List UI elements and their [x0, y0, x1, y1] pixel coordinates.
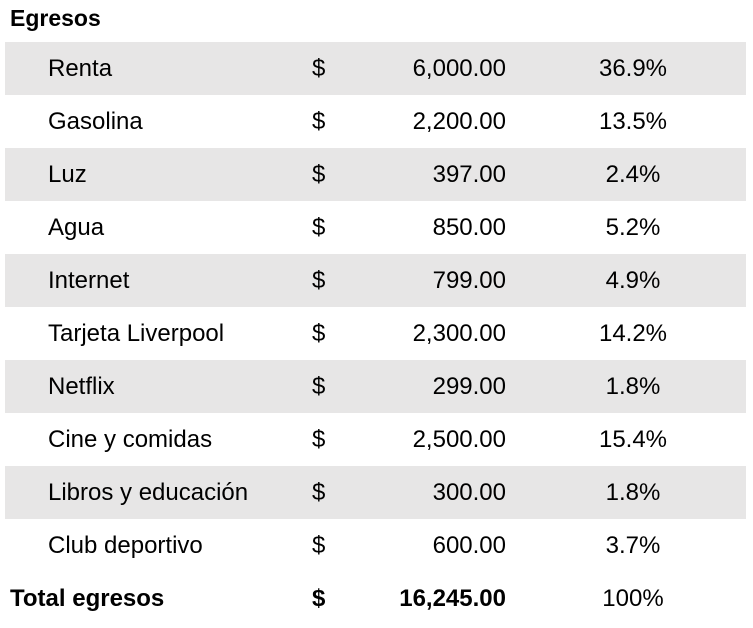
expense-label: Luz: [48, 161, 87, 188]
expense-percent: 4.9%: [605, 267, 661, 294]
total-label: Total egresos: [10, 585, 165, 612]
expense-percent: 15.4%: [598, 426, 668, 453]
expense-amount: 2,300.00: [412, 320, 506, 347]
expense-label: Gasolina: [48, 108, 143, 135]
currency-symbol: $: [312, 532, 326, 559]
expense-amount: 850.00: [432, 214, 506, 241]
expense-label: Club deportivo: [48, 532, 203, 559]
expense-amount: 2,500.00: [412, 426, 506, 453]
expense-percent: 36.9%: [598, 55, 668, 82]
currency-symbol: $: [312, 214, 326, 241]
expense-amount: 6,000.00: [412, 55, 506, 82]
expense-percent: 1.8%: [605, 479, 661, 506]
total-row: Total egresos $ 16,245.00 100%: [5, 572, 746, 625]
expense-label: Netflix: [48, 373, 115, 400]
currency-symbol: $: [312, 373, 326, 400]
expense-label: Cine y comidas: [48, 426, 213, 453]
table-row: Club deportivo $ 600.00 3.7%: [5, 519, 746, 572]
expense-label: Tarjeta Liverpool: [48, 320, 225, 347]
expense-percent: 14.2%: [598, 320, 668, 347]
expense-percent: 5.2%: [605, 214, 661, 241]
currency-symbol: $: [312, 161, 326, 188]
currency-symbol: $: [312, 320, 326, 347]
table-row: Gasolina $ 2,200.00 13.5%: [5, 95, 746, 148]
table-row: Cine y comidas $ 2,500.00 15.4%: [5, 413, 746, 466]
table-row: Internet $ 799.00 4.9%: [5, 254, 746, 307]
expenses-table: Renta $ 6,000.00 36.9% Gasolina $ 2,200.…: [5, 42, 746, 625]
expense-label: Libros y educación: [48, 479, 249, 506]
expense-amount: 799.00: [432, 267, 506, 294]
currency-symbol: $: [312, 55, 326, 82]
currency-symbol: $: [312, 479, 326, 506]
expense-amount: 2,200.00: [412, 108, 506, 135]
section-title: Egresos: [10, 5, 101, 31]
expense-percent: 3.7%: [605, 532, 661, 559]
currency-symbol: $: [312, 108, 326, 135]
expense-amount: 397.00: [432, 161, 506, 188]
currency-symbol: $: [312, 267, 326, 294]
table-row: Tarjeta Liverpool $ 2,300.00 14.2%: [5, 307, 746, 360]
expense-amount: 299.00: [432, 373, 506, 400]
table-row: Libros y educación $ 300.00 1.8%: [5, 466, 746, 519]
expense-percent: 2.4%: [605, 161, 661, 188]
expense-label: Internet: [48, 267, 130, 294]
currency-symbol: $: [312, 426, 326, 453]
expense-amount: 300.00: [432, 479, 506, 506]
expense-label: Renta: [48, 55, 113, 82]
table-row: Luz $ 397.00 2.4%: [5, 148, 746, 201]
expense-percent: 13.5%: [598, 108, 668, 135]
table-row: Agua $ 850.00 5.2%: [5, 201, 746, 254]
expense-percent: 1.8%: [605, 373, 661, 400]
currency-symbol: $: [312, 585, 326, 612]
expense-label: Agua: [48, 214, 105, 241]
table-row: Renta $ 6,000.00 36.9%: [5, 42, 746, 95]
total-percent: 100%: [602, 585, 664, 612]
total-amount: 16,245.00: [399, 585, 506, 612]
expense-amount: 600.00: [432, 532, 506, 559]
table-row: Netflix $ 299.00 1.8%: [5, 360, 746, 413]
